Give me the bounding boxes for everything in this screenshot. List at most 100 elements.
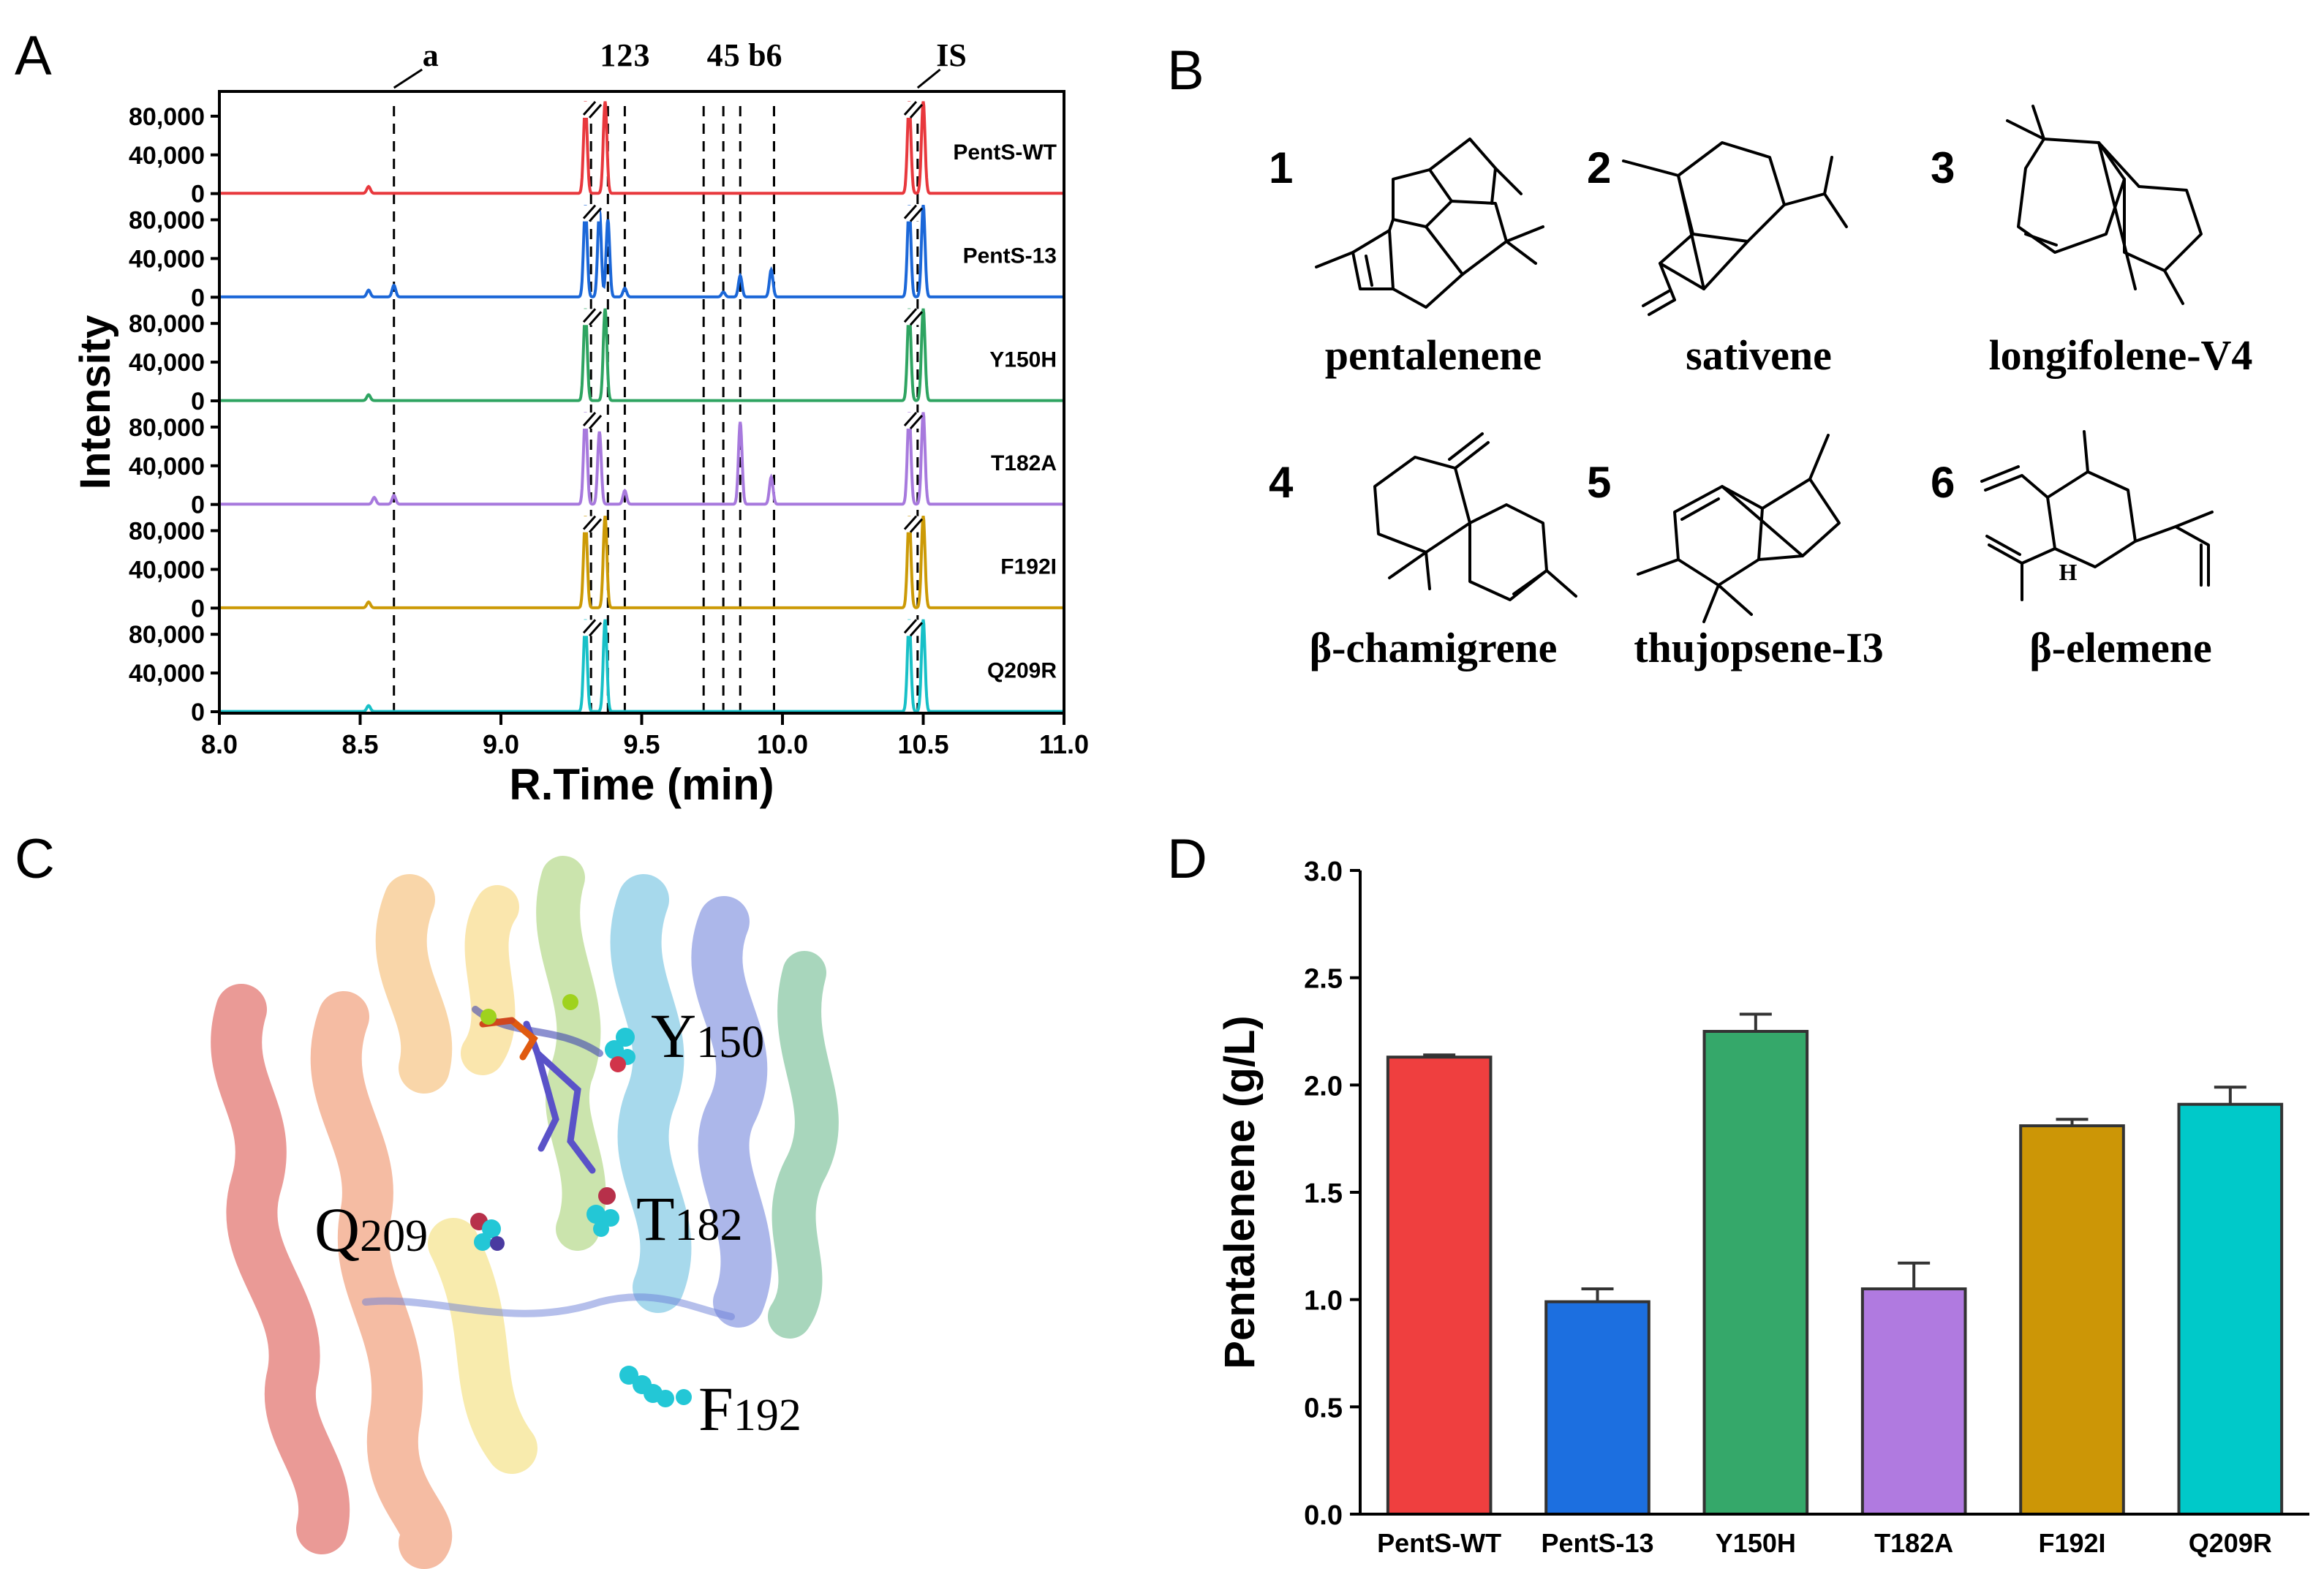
- residue-number: 182: [675, 1200, 743, 1250]
- bar-y-axis-title: Pentalenene (g/L): [1216, 1015, 1264, 1369]
- axis-break-mark: [588, 207, 603, 222]
- axis-break-mark: [582, 411, 597, 426]
- y-tick-label: 40,000: [129, 660, 205, 688]
- axis-break-mask: [582, 309, 600, 326]
- y-tick-label: 80,000: [129, 310, 205, 338]
- residue-label: Q209: [314, 1194, 428, 1265]
- residue-letter: Q: [314, 1194, 360, 1265]
- y-tick-label: 80,000: [129, 518, 205, 546]
- structure-name: pentalenene: [1325, 331, 1542, 379]
- y-tick-label: 80,000: [129, 103, 205, 131]
- y-tick-label: 2.5: [1304, 964, 1343, 995]
- x-tick-label: 8.0: [201, 729, 238, 759]
- panel-letter-b: B: [1167, 39, 1204, 102]
- x-category-label: T182A: [1874, 1528, 1953, 1558]
- x-tick-label: 11.0: [1039, 729, 1089, 759]
- y-tick-label: 0: [191, 492, 205, 519]
- chromatogram-traces: PentS-WT PentS-13 Y150H T182A F192I Q209R: [219, 100, 1064, 713]
- structure-number: 4: [1269, 458, 1294, 507]
- axis-break-mask: [582, 620, 600, 636]
- axis-break-mask: [902, 516, 921, 533]
- trace-name: F192I: [1000, 555, 1057, 579]
- panel-letter-a: A: [15, 25, 52, 87]
- bar: [1544, 1300, 1650, 1516]
- peak-label: IS: [936, 37, 967, 73]
- chromatogram-panel: a 1 2 3 4 5 b 6 IS PentS-WT PentS-13 Y150H T182A F19…: [72, 37, 1089, 809]
- trace-line: [219, 516, 1064, 609]
- axis-break-mask: [582, 205, 600, 222]
- axis-break-mark: [903, 411, 918, 426]
- structure-chamigrene-drawing: [1373, 432, 1577, 601]
- x-category-label: Y150H: [1716, 1528, 1796, 1558]
- x-category-label: PentS-13: [1541, 1528, 1653, 1558]
- axis-break-mark: [582, 619, 597, 634]
- structure-pentalenene-drawing: [1315, 138, 1544, 309]
- peak-label: 4: [707, 37, 723, 73]
- axis-break-mark: [909, 622, 924, 637]
- x-category-label: PentS-WT: [1377, 1528, 1501, 1558]
- axis-break-mask: [582, 516, 600, 533]
- axis-break-mark: [582, 204, 597, 219]
- x-category-label: F192I: [2038, 1528, 2105, 1558]
- residue-number: 192: [733, 1391, 801, 1440]
- trace-name: Y150H: [989, 347, 1057, 372]
- bars: [1386, 1012, 2284, 1516]
- structure-name: β-elemene: [2029, 624, 2212, 671]
- peak-label: 1: [600, 37, 616, 73]
- reference-lines: [393, 106, 919, 713]
- structure-name: thujopsene-I3: [1634, 624, 1884, 671]
- protein-ribbon: [211, 856, 839, 1569]
- y-tick-label: 0: [191, 595, 205, 622]
- x-tick-label: 9.0: [483, 729, 519, 759]
- axis-break-mask: [582, 101, 600, 118]
- axis-break-mark: [588, 622, 603, 637]
- peak-label: 5: [724, 37, 740, 73]
- y-tick-label: 1.0: [1304, 1286, 1343, 1317]
- peak-label: b: [748, 37, 766, 73]
- trace-line: [219, 619, 1064, 713]
- axis-break-mark: [588, 311, 603, 326]
- magnesium-ions: [480, 994, 578, 1025]
- axis-break-mask: [902, 620, 921, 636]
- y-tick-label: 0.0: [1304, 1500, 1343, 1531]
- y-tick-label: 3.0: [1304, 857, 1343, 887]
- label-leader: [916, 68, 941, 89]
- axis-break-mark: [909, 311, 924, 326]
- axis-break-mark: [903, 619, 918, 634]
- ligand-sticks: [479, 1017, 596, 1174]
- residue-spheres: [470, 1028, 692, 1407]
- trace-name: PentS-13: [963, 244, 1057, 268]
- y-tick-label: 0: [191, 388, 205, 415]
- structure-number: 1: [1269, 143, 1293, 192]
- protein-structure-panel: Y150 T182 Q209 F192: [211, 856, 839, 1569]
- residue-label: Y150: [651, 1001, 764, 1071]
- y-tick-label: 40,000: [129, 556, 205, 584]
- x-tick-label: 10.0: [757, 729, 808, 759]
- axis-break-mark: [582, 100, 597, 116]
- residue-number: 209: [360, 1211, 428, 1261]
- y-tick-label: 80,000: [129, 207, 205, 235]
- trace-name: Q209R: [987, 658, 1057, 682]
- x-tick-label: 10.5: [897, 729, 948, 759]
- label-leader: [393, 68, 423, 89]
- y-tick-label: 0: [191, 284, 205, 312]
- y-tick-label: 80,000: [129, 414, 205, 442]
- axis-break-mark: [909, 103, 924, 118]
- structure-number: 2: [1587, 143, 1611, 192]
- axis-break-mark: [909, 207, 924, 222]
- y-tick-label: 40,000: [129, 142, 205, 170]
- axis-break-mark: [582, 515, 597, 530]
- y-tick-label: 40,000: [129, 453, 205, 481]
- peak-label: 6: [766, 37, 782, 73]
- axis-break-mark: [588, 414, 603, 429]
- structure-longifolene-drawing: [2006, 105, 2203, 305]
- y-tick-label: 0: [191, 181, 205, 208]
- peak-label: 2: [616, 37, 633, 73]
- y-tick-label: 2.0: [1304, 1071, 1343, 1102]
- structure-name: β-chamigrene: [1310, 624, 1558, 671]
- residue-number: 150: [696, 1017, 764, 1067]
- bar: [2177, 1102, 2284, 1516]
- x-tick-label: 8.5: [342, 729, 378, 759]
- x-tick-label: 9.5: [623, 729, 660, 759]
